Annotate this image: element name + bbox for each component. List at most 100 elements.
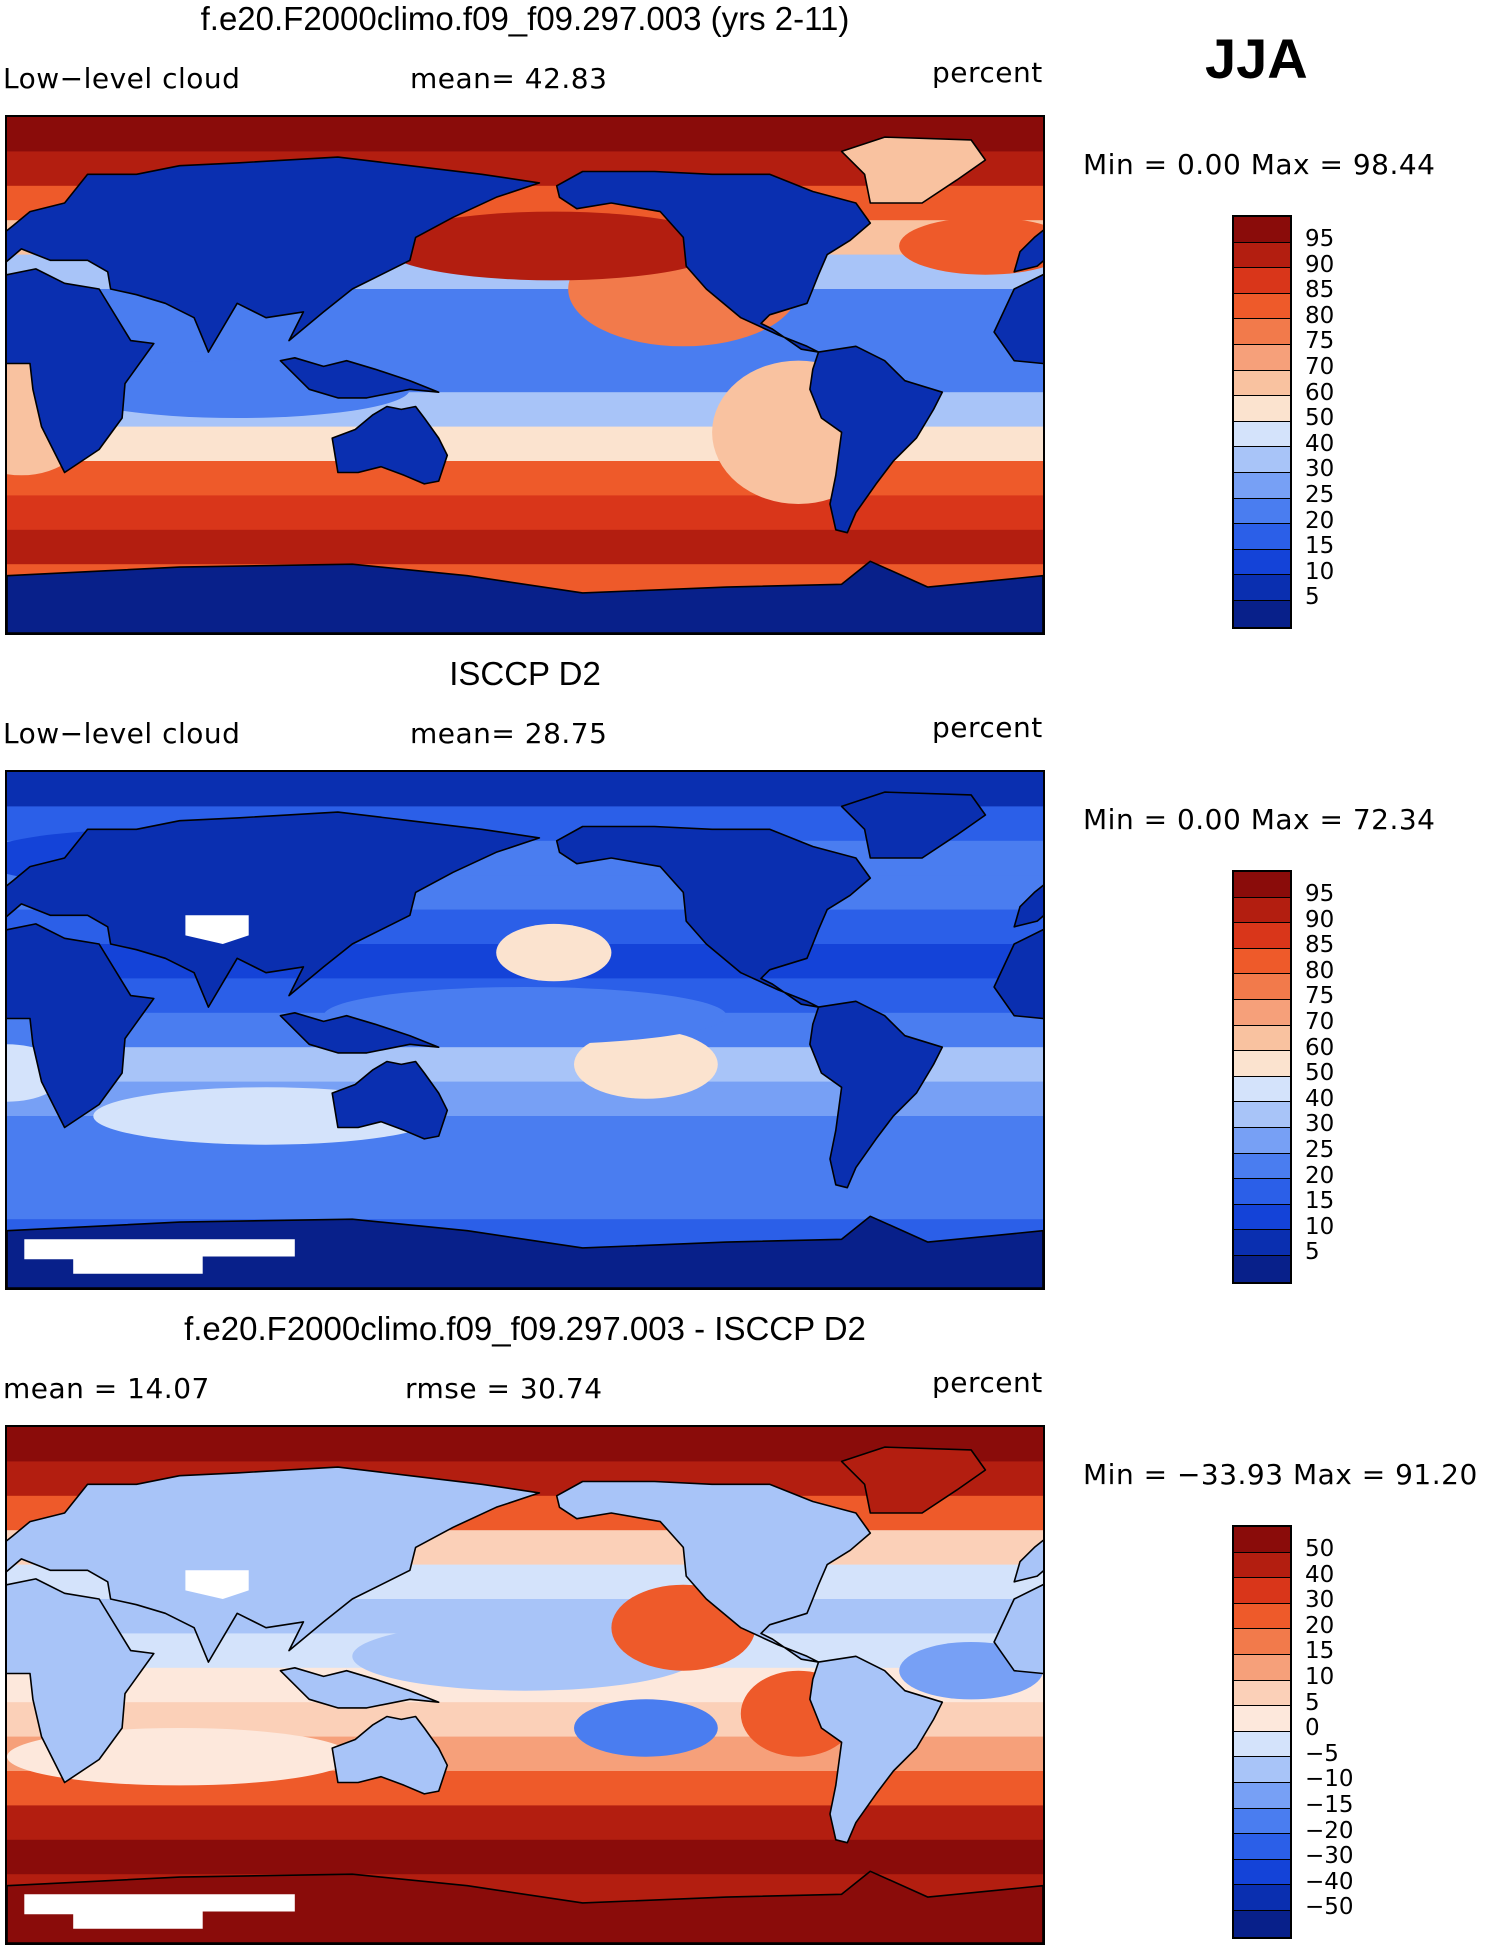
colorbar-tick-label: 40 (1305, 1561, 1335, 1588)
colorbar-tick-label: 90 (1305, 906, 1335, 933)
colorbar-tick-label: 75 (1305, 983, 1335, 1010)
cloud-anomaly-region (496, 923, 612, 982)
coastline-north-america (555, 825, 872, 1008)
coastline-south-america (809, 1000, 944, 1189)
coastline-australia (331, 1715, 449, 1795)
cloud-anomaly-region (574, 1699, 718, 1757)
coastline-greenland (840, 791, 987, 859)
colorbar-tick-label: 70 (1305, 1008, 1335, 1035)
coastline-maritime-se-asia (279, 357, 440, 399)
colorbar (1232, 870, 1292, 1284)
zonal-band (7, 1184, 1043, 1221)
colorbar-tick-label: 40 (1305, 430, 1335, 457)
colorbar-tick-label: 15 (1305, 1188, 1335, 1215)
colorbar-tick-label: 60 (1305, 379, 1335, 406)
colorbar-segment (1234, 293, 1290, 320)
units-label: percent (932, 711, 1043, 744)
colorbar-tick-label: 5 (1305, 1689, 1320, 1716)
coastline-africa-wrap (993, 273, 1043, 365)
colorbar-segment (1234, 549, 1290, 576)
colorbar-labels: 50 40 30 20 15 10 5 0 −5 −10 −15 −20 −30 −40 −50 (1305, 1536, 1354, 1921)
coastline-greenland (840, 136, 987, 204)
colorbar-segment (1234, 1757, 1290, 1783)
colorbar-segment (1234, 872, 1290, 898)
colorbar-tick-label: 25 (1305, 1136, 1335, 1163)
colorbar-segment (1234, 268, 1290, 294)
colorbar-segment (1234, 396, 1290, 422)
coastline-africa (7, 268, 155, 474)
units-label: percent (932, 1366, 1043, 1399)
colorbar-tick-label: 85 (1305, 277, 1335, 304)
colorbar-segment (1234, 1051, 1290, 1077)
coastline-south-america (809, 1655, 944, 1844)
colorbar-tick-label: 60 (1305, 1034, 1335, 1061)
colorbar-segment (1234, 1782, 1290, 1809)
colorbar-segment (1234, 1127, 1290, 1154)
coastline-africa (7, 1578, 155, 1784)
colorbar-segment (1234, 1204, 1290, 1231)
coastline-africa-wrap (993, 1583, 1043, 1675)
colorbar-segment (1234, 1910, 1290, 1937)
colorbar-segment (1234, 370, 1290, 397)
colorbar-tick-label: −40 (1305, 1868, 1354, 1895)
colorbar-tick-label: 20 (1305, 507, 1335, 534)
colorbar-segment (1234, 1629, 1290, 1655)
min-max-label: Min = 0.00 Max = 98.44 (1083, 148, 1436, 181)
colorbar-segment (1234, 498, 1290, 525)
colorbar-tick-label: 90 (1305, 251, 1335, 278)
missing-data-tibet (185, 1570, 249, 1599)
colorbar-tick-label: 30 (1305, 1587, 1335, 1614)
map-panel-observations (5, 770, 1045, 1290)
colorbar-tick-label: 80 (1305, 302, 1335, 329)
colorbar-tick-label: 40 (1305, 1085, 1335, 1112)
units-label: percent (932, 56, 1043, 89)
colorbar-segment (1234, 1578, 1290, 1604)
rmse-label: rmse = 30.74 (405, 1372, 603, 1405)
zonal-band (7, 323, 1043, 359)
min-max-label: Min = 0.00 Max = 72.34 (1083, 803, 1436, 836)
colorbar-segment (1234, 1230, 1290, 1256)
colorbar-tick-label: 5 (1305, 1239, 1320, 1266)
coastline-eurasia-west-wrap (1013, 229, 1043, 273)
colorbar-tick-label: −5 (1305, 1740, 1339, 1767)
colorbar-tick-label: 10 (1305, 1213, 1335, 1240)
map-panel-model (5, 115, 1045, 635)
heatmap-observations (7, 772, 1043, 1288)
colorbar-tick-label: 10 (1305, 558, 1335, 585)
colorbar-segment (1234, 948, 1290, 975)
colorbar-segment (1234, 1102, 1290, 1128)
mean-label: mean = 14.07 (3, 1372, 210, 1405)
colorbar-tick-label: −20 (1305, 1817, 1354, 1844)
zonal-band (7, 1150, 1043, 1186)
colorbar-tick-label: 15 (1305, 533, 1335, 560)
zonal-band (7, 1839, 1043, 1876)
colorbar-segment (1234, 1527, 1290, 1553)
cloud-anomaly-region (323, 987, 727, 1045)
colorbar-segment (1234, 344, 1290, 371)
colorbar-segment (1234, 1076, 1290, 1103)
zonal-band (7, 495, 1043, 531)
colorbar (1232, 1525, 1292, 1939)
colorbar-segment (1234, 974, 1290, 1000)
colorbar-tick-label: 85 (1305, 932, 1335, 959)
variable-label: Low−level cloud (3, 62, 241, 95)
colorbar-segment (1234, 1731, 1290, 1758)
colorbar-tick-label: 10 (1305, 1663, 1335, 1690)
cloud-anomaly-region (352, 1621, 698, 1691)
coastline-maritime-se-asia (279, 1012, 440, 1054)
colorbar-tick-label: 25 (1305, 481, 1335, 508)
zonal-band (7, 529, 1043, 566)
coastline-australia (331, 1060, 449, 1140)
coastline-eurasia-west (7, 1466, 541, 1663)
colorbar-segment (1234, 242, 1290, 269)
coastline-south-america (809, 345, 944, 534)
coastline-africa (7, 923, 155, 1129)
colorbar-segment (1234, 1603, 1290, 1630)
colorbar-segment (1234, 1025, 1290, 1052)
coastline-australia (331, 405, 449, 485)
missing-data-antarctica (24, 1239, 295, 1274)
colorbar-tick-label: −15 (1305, 1791, 1354, 1818)
missing-data-antarctica (24, 1894, 295, 1929)
colorbar-tick-label: 50 (1305, 405, 1335, 432)
colorbar-labels: 95 90 85 80 75 70 60 50 40 30 25 20 15 10 5 (1305, 881, 1335, 1266)
